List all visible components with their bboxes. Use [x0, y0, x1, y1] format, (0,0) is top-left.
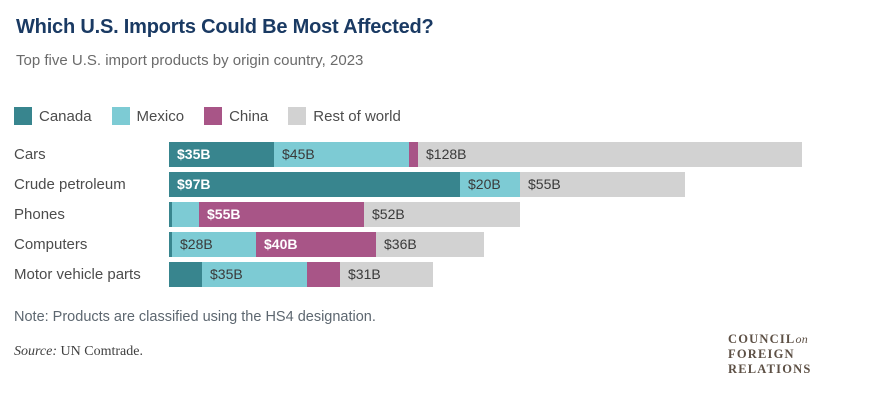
source-label: Source: — [14, 344, 58, 359]
bar-segment-rest-of-world: $36B — [376, 232, 484, 257]
bar-value-label: $55B — [207, 206, 241, 222]
bar-value-label: $97B — [177, 176, 211, 192]
bar-segment-china — [307, 262, 340, 287]
bar-segment-china: $40B — [256, 232, 376, 257]
bar-segment-mexico: $28B — [172, 232, 256, 257]
bar-segment-mexico — [172, 202, 199, 227]
bar-segment-mexico: $20B — [460, 172, 520, 197]
bar-value-label: $31B — [348, 266, 381, 282]
bar-segment-china — [409, 142, 418, 167]
bar-segment-rest-of-world: $55B — [520, 172, 685, 197]
bar-segment-rest-of-world: $31B — [340, 262, 433, 287]
bar-segment-canada — [169, 232, 172, 257]
legend-item-mexico: Mexico — [111, 107, 185, 125]
chart-row-phones: Phones $55B $52B — [14, 202, 802, 227]
bar-value-label: $45B — [282, 146, 315, 162]
bar-segment-mexico: $35B — [202, 262, 307, 287]
bar-track: $97B $20B $55B — [169, 172, 685, 197]
bar-track: $28B $40B $36B — [169, 232, 484, 257]
row-label: Crude petroleum — [14, 176, 126, 193]
bar-track: $35B $45B $128B — [169, 142, 802, 167]
note-text: Note: Products are classified using the … — [14, 309, 376, 325]
legend-label: Canada — [39, 107, 92, 125]
bar-segment-canada — [169, 202, 172, 227]
bar-value-label: $128B — [426, 146, 467, 162]
bar-segment-mexico: $45B — [274, 142, 409, 167]
legend-item-rest-of-world: Rest of world — [288, 107, 401, 125]
bar-value-label: $28B — [180, 236, 213, 252]
stacked-bar-chart: Cars $35B $45B $128B Crude petroleum $97B $20B… — [14, 142, 802, 292]
chart-row-computers: Computers $28B $40B $36B — [14, 232, 802, 257]
bar-segment-china: $55B — [199, 202, 364, 227]
legend: Canada Mexico China Rest of world — [14, 107, 401, 125]
bar-value-label: $35B — [210, 266, 243, 282]
chart-row-crude-petroleum: Crude petroleum $97B $20B $55B — [14, 172, 802, 197]
bar-track: $35B $31B — [169, 262, 433, 287]
logo-line-2: FOREIGN — [728, 347, 795, 361]
bar-value-label: $52B — [372, 206, 405, 222]
legend-swatch-china — [204, 107, 223, 125]
bar-value-label: $20B — [468, 176, 501, 192]
bar-value-label: $55B — [528, 176, 561, 192]
legend-swatch-mexico — [111, 107, 130, 125]
legend-swatch-canada — [14, 107, 32, 125]
page-title: Which U.S. Imports Could Be Most Affecte… — [16, 16, 434, 38]
bar-value-label: $35B — [177, 146, 211, 162]
legend-item-canada: Canada — [14, 107, 92, 125]
logo-line-1: COUNCILon — [728, 332, 809, 346]
source-value: UN Comtrade. — [60, 344, 143, 359]
legend-label: China — [229, 107, 269, 125]
row-label: Computers — [14, 236, 88, 253]
bar-segment-rest-of-world: $128B — [418, 142, 802, 167]
bar-segment-rest-of-world: $52B — [364, 202, 520, 227]
chart-row-motor-vehicle-parts: Motor vehicle parts $35B $31B — [14, 262, 802, 287]
page-subtitle: Top five U.S. import products by origin … — [16, 52, 364, 69]
bar-segment-canada: $97B — [169, 172, 460, 197]
chart-row-cars: Cars $35B $45B $128B — [14, 142, 802, 167]
legend-label: Rest of world — [313, 107, 401, 125]
bar-segment-canada — [169, 262, 202, 287]
bar-value-label: $36B — [384, 236, 417, 252]
row-label: Phones — [14, 206, 65, 223]
bar-value-label: $40B — [264, 236, 298, 252]
legend-label: Mexico — [136, 107, 185, 125]
bar-segment-canada: $35B — [169, 142, 274, 167]
source-line: Source: UN Comtrade. — [14, 344, 143, 360]
row-label: Motor vehicle parts — [14, 266, 141, 283]
bar-track: $55B $52B — [169, 202, 520, 227]
cfr-logo: COUNCILon FOREIGN RELATIONS — [728, 332, 812, 377]
row-label: Cars — [14, 146, 46, 163]
legend-item-china: China — [204, 107, 268, 125]
logo-line-3: RELATIONS — [728, 362, 812, 376]
legend-swatch-rest-of-world — [288, 107, 307, 125]
